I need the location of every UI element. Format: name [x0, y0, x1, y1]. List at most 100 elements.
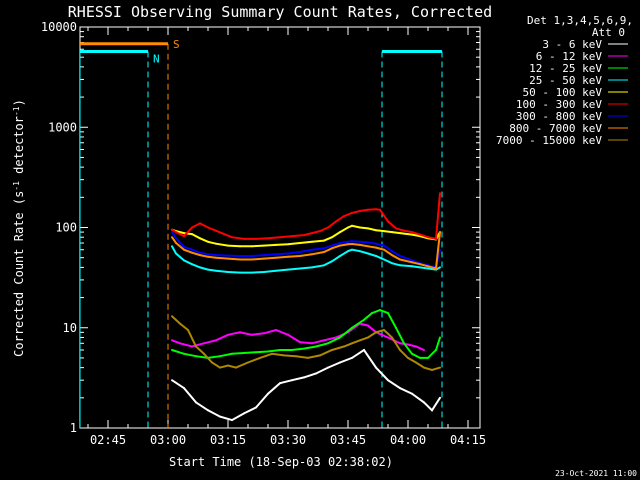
series-point [223, 233, 225, 236]
series-point [263, 257, 265, 260]
series-point [439, 396, 441, 399]
x-tick-label: 02:45 [90, 433, 126, 447]
series-point [171, 315, 173, 318]
series-point [191, 233, 193, 236]
series-point [419, 266, 421, 269]
y-axis-label-sup2: -1 [12, 106, 21, 116]
series-point [367, 252, 369, 255]
series-point [383, 230, 385, 233]
series-point [367, 208, 369, 211]
series-point [287, 255, 289, 258]
series-point [231, 236, 233, 239]
series-point [171, 245, 173, 248]
x-tick-label: 03:45 [330, 433, 366, 447]
series-point [439, 248, 441, 251]
series-point [331, 236, 333, 239]
series-point [367, 241, 369, 244]
y-axis-label: Corrected Count Rate (s-1 detector-1) [12, 99, 26, 357]
series-point [427, 265, 429, 268]
series-point [359, 210, 361, 212]
series-point [359, 339, 361, 342]
legend-entry-label: 7000 - 15000 keV [496, 134, 602, 147]
series-point [183, 259, 185, 262]
series-point [195, 401, 197, 404]
series-point [339, 231, 341, 234]
series-point [299, 341, 301, 344]
series-point [279, 382, 281, 385]
series-point [335, 220, 337, 223]
series-point [427, 267, 429, 270]
chart-title: RHESSI Observing Summary Count Rates, Co… [68, 3, 492, 21]
y-axis-label-main: Corrected Count Rate (s [12, 191, 26, 357]
series-point [207, 253, 209, 256]
series-point [347, 226, 349, 229]
series-point [399, 387, 401, 390]
plot-area: 02:45 03:00 03:15 03:30 03:45 04:00 04:15 1 10 10… [41, 20, 486, 447]
series-point [343, 215, 345, 218]
series-point [375, 229, 377, 232]
series-point [423, 366, 425, 369]
series-point [219, 355, 221, 358]
series-point [239, 271, 241, 274]
series-point [427, 236, 429, 239]
series-point [375, 255, 377, 257]
series-point [415, 361, 417, 364]
series-point [351, 224, 353, 227]
series-point [327, 342, 329, 345]
series-point [363, 318, 365, 321]
series-point [207, 226, 209, 229]
series-point [251, 258, 253, 261]
series-point [207, 255, 209, 258]
series-point [375, 208, 377, 211]
series-point [191, 226, 193, 229]
series-point [359, 250, 361, 253]
series-point [363, 349, 365, 351]
series-point [391, 336, 393, 339]
series-point [423, 349, 425, 351]
series-point [287, 243, 289, 246]
series-point [375, 366, 377, 369]
series-point [175, 231, 177, 234]
series-line-5 [171, 193, 441, 241]
series-point [323, 339, 325, 342]
series-point [339, 336, 341, 339]
series-point [215, 242, 217, 245]
series-point [275, 243, 277, 246]
series-point [375, 242, 377, 245]
series-point [203, 342, 205, 345]
legend-header-attenuator: Att 0 [592, 26, 625, 39]
series-point [183, 245, 185, 248]
series-point [251, 271, 253, 274]
series-point [391, 254, 393, 257]
series-point [239, 245, 241, 248]
series-point [399, 255, 401, 257]
legend-entry-label: 50 - 100 keV [523, 86, 603, 99]
series-point [183, 235, 185, 238]
series-point [439, 231, 441, 234]
series-point [311, 266, 313, 269]
series-point [231, 352, 233, 355]
series-point [219, 415, 221, 418]
series-point [375, 331, 377, 334]
series-point [403, 342, 405, 345]
legend-entry-label: 300 - 800 keV [516, 110, 602, 123]
series-point [191, 263, 193, 266]
series-point [287, 268, 289, 271]
y-tick-label: 1 [70, 421, 77, 435]
series-point [195, 355, 197, 358]
series-point [347, 240, 349, 243]
series-point [191, 251, 193, 254]
series-point [175, 252, 177, 255]
series-point [383, 244, 385, 247]
series-point [395, 227, 397, 230]
series-point [327, 226, 329, 229]
series-point [323, 239, 325, 242]
series-point [419, 233, 421, 236]
series-point [235, 366, 237, 369]
series-point [359, 226, 361, 229]
series-point [323, 251, 325, 253]
series-point [283, 354, 285, 357]
series-point [239, 331, 241, 334]
series-point [339, 361, 341, 364]
